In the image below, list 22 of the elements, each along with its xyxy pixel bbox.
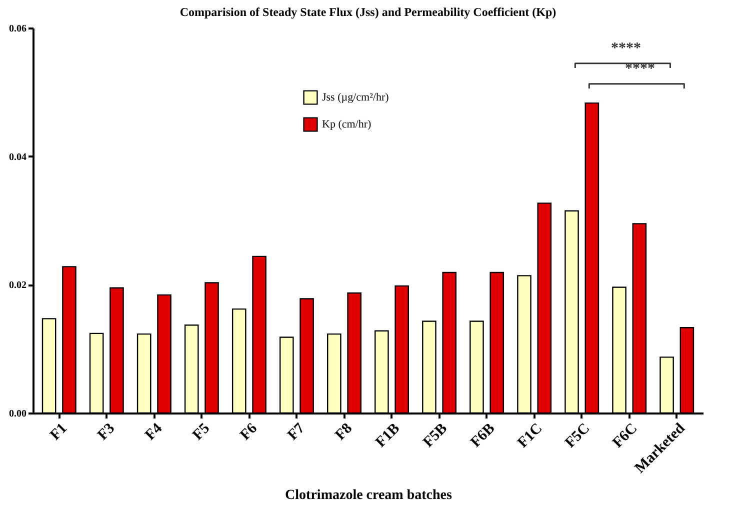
x-tick-label: F5C	[562, 420, 594, 452]
x-tick-label: F6B	[468, 420, 498, 451]
x-tick-label: F5B	[420, 420, 451, 451]
x-tick-label: F1	[47, 420, 70, 444]
x-tick-label: F1B	[372, 420, 404, 451]
chart-title: Comparision of Steady State Flux (Jss) and Permeability Coefficient (Kp)	[180, 5, 556, 19]
x-tick-label: F3	[94, 420, 118, 444]
x-tick-label: F5	[190, 420, 213, 444]
y-tick-label: 0.00	[9, 408, 26, 420]
y-tick-label: 0.02	[9, 280, 26, 292]
y-tick-label: 0.06	[9, 24, 26, 34]
x-tick-label: F6C	[610, 420, 641, 452]
x-tick-label: F6	[237, 420, 261, 444]
legend-label: Jss (µg/cm²/hr)	[322, 92, 390, 104]
x-tick-label: F1C	[514, 420, 546, 452]
x-tick-label: F4	[142, 420, 166, 444]
annotation: ****	[611, 40, 642, 56]
x-tick-label: F7	[284, 420, 308, 444]
x-tick-label: F8	[332, 420, 356, 444]
x-axis-title: Clotrimazole cream batches	[285, 488, 453, 503]
y-tick-label: 0.04	[9, 152, 26, 163]
legend-label: Kp (cm/hr)	[322, 118, 372, 130]
